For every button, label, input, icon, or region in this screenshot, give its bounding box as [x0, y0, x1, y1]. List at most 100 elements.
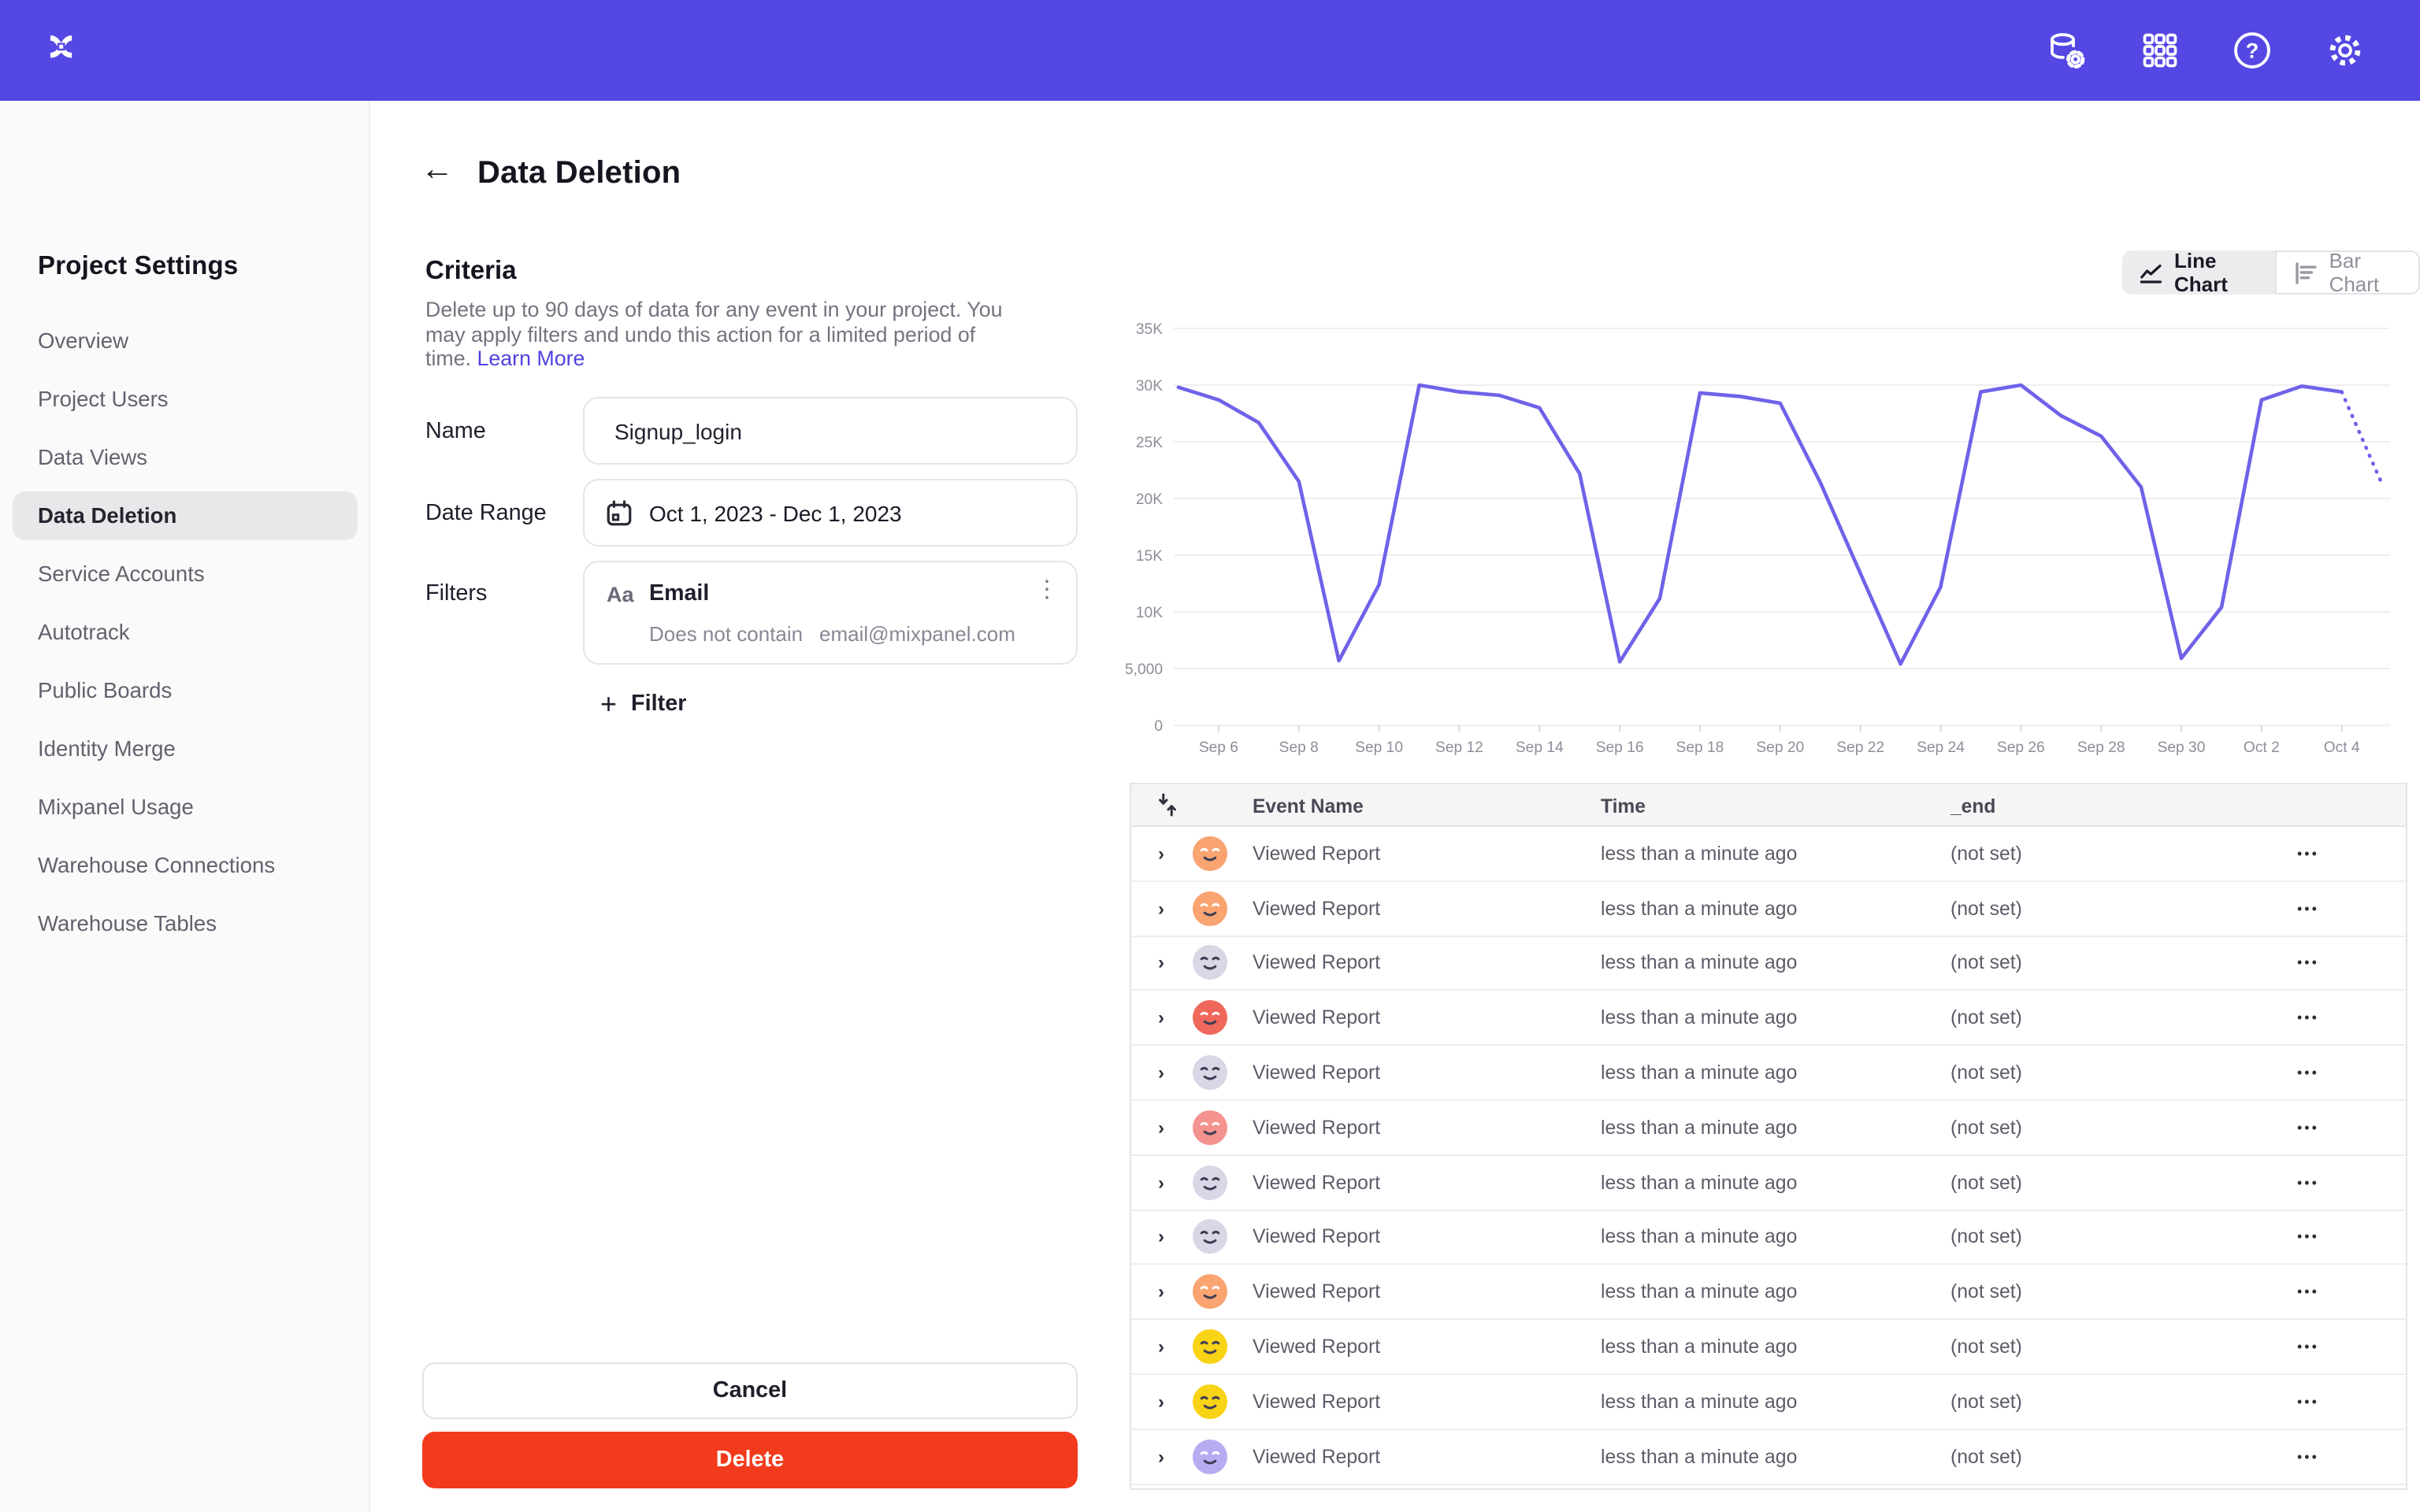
- sidebar-item-warehouse-connections[interactable]: Warehouse Connections: [38, 854, 276, 877]
- row-event-name: Viewed Report: [1253, 1280, 1381, 1303]
- delete-button[interactable]: Delete: [422, 1432, 1078, 1488]
- column-header-end[interactable]: _end: [1950, 795, 1996, 817]
- table-row[interactable]: › Viewed Report less than a minute ago (…: [1131, 1429, 2406, 1485]
- filter-kebab-menu-icon[interactable]: ⋮: [1035, 576, 1059, 603]
- row-expand-chevron-icon[interactable]: ›: [1158, 1062, 1164, 1084]
- back-button[interactable]: ←: [421, 151, 454, 187]
- bar-chart-icon: [2295, 261, 2318, 284]
- sidebar-item-autotrack[interactable]: Autotrack: [38, 621, 130, 644]
- sidebar-item-warehouse-tables[interactable]: Warehouse Tables: [38, 912, 217, 936]
- row-expand-chevron-icon[interactable]: ›: [1158, 951, 1164, 974]
- row-event-name: Viewed Report: [1253, 1116, 1381, 1139]
- row-event-name: Viewed Report: [1253, 1390, 1381, 1413]
- row-menu-icon[interactable]: •••: [2297, 1393, 2319, 1410]
- add-filter-label: Filter: [631, 691, 687, 717]
- criteria-description-text: Delete up to 90 days of data for any eve…: [425, 298, 1003, 371]
- table-row[interactable]: › Viewed Report less than a minute ago (…: [1131, 1374, 2406, 1430]
- table-row[interactable]: › Viewed Report less than a minute ago (…: [1131, 1155, 2406, 1211]
- row-menu-icon[interactable]: •••: [2297, 1284, 2319, 1300]
- date-range-input[interactable]: Oct 1, 2023 - Dec 1, 2023: [583, 479, 1078, 547]
- row-expand-chevron-icon[interactable]: ›: [1158, 1280, 1164, 1303]
- row-time: less than a minute ago: [1601, 1116, 1798, 1139]
- row-menu-icon[interactable]: •••: [2297, 1119, 2319, 1136]
- row-expand-chevron-icon[interactable]: ›: [1158, 1116, 1164, 1139]
- row-expand-chevron-icon[interactable]: ›: [1158, 1006, 1164, 1029]
- events-table-header: Event Name Time _end: [1131, 784, 2406, 827]
- sidebar-item-data-deletion[interactable]: Data Deletion: [13, 491, 358, 540]
- table-row[interactable]: › Viewed Report less than a minute ago (…: [1131, 936, 2406, 991]
- row-event-name: Viewed Report: [1253, 897, 1381, 920]
- criteria-heading: Criteria: [425, 257, 517, 285]
- settings-gear-icon[interactable]: [2324, 29, 2366, 72]
- svg-text:Sep 16: Sep 16: [1596, 739, 1644, 756]
- table-row[interactable]: › Viewed Report less than a minute ago (…: [1131, 1100, 2406, 1156]
- sidebar-item-public-boards[interactable]: Public Boards: [38, 679, 173, 702]
- row-event-name: Viewed Report: [1253, 1006, 1381, 1029]
- criteria-description: Delete up to 90 days of data for any eve…: [425, 298, 1005, 372]
- row-menu-icon[interactable]: •••: [2297, 1339, 2319, 1355]
- sidebar-item-mixpanel-usage[interactable]: Mixpanel Usage: [38, 795, 194, 819]
- add-filter-button[interactable]: + Filter: [600, 690, 686, 718]
- filter-value[interactable]: email@mixpanel.com: [819, 622, 1015, 646]
- learn-more-link[interactable]: Learn More: [477, 346, 585, 371]
- row-expand-chevron-icon[interactable]: ›: [1158, 1171, 1164, 1194]
- avatar: [1193, 891, 1227, 926]
- name-input[interactable]: [583, 397, 1078, 465]
- row-expand-chevron-icon[interactable]: ›: [1158, 1445, 1164, 1468]
- date-range-label: Date Range: [425, 501, 547, 526]
- row-menu-icon[interactable]: •••: [2297, 845, 2319, 862]
- row-expand-chevron-icon[interactable]: ›: [1158, 1390, 1164, 1413]
- data-settings-icon[interactable]: [2045, 29, 2088, 72]
- filter-card[interactable]: Aa Email ⋮ Does not contain email@mixpan…: [583, 561, 1078, 665]
- table-row[interactable]: › Viewed Report less than a minute ago (…: [1131, 1046, 2406, 1101]
- bar-chart-tab[interactable]: Bar Chart: [2275, 249, 2420, 296]
- row-menu-icon[interactable]: •••: [2297, 1065, 2319, 1081]
- sidebar-item-data-views[interactable]: Data Views: [38, 446, 148, 469]
- table-row[interactable]: › Viewed Report less than a minute ago (…: [1131, 1265, 2406, 1321]
- row-expand-chevron-icon[interactable]: ›: [1158, 1225, 1164, 1248]
- mixpanel-logo-icon[interactable]: [46, 33, 82, 68]
- help-icon[interactable]: ?: [2231, 29, 2273, 72]
- table-row[interactable]: › Viewed Report less than a minute ago (…: [1131, 1484, 2406, 1488]
- sidebar-item-project-users[interactable]: Project Users: [38, 387, 169, 411]
- row-end-value: (not set): [1950, 1116, 2022, 1139]
- row-menu-icon[interactable]: •••: [2297, 1448, 2319, 1465]
- apps-grid-icon[interactable]: [2138, 29, 2181, 72]
- row-end-value: (not set): [1950, 1062, 2022, 1084]
- sidebar-item-overview[interactable]: Overview: [38, 329, 128, 353]
- line-chart-tab-label: Line Chart: [2174, 249, 2228, 296]
- row-expand-chevron-icon[interactable]: ›: [1158, 1336, 1164, 1358]
- row-time: less than a minute ago: [1601, 1171, 1798, 1194]
- row-end-value: (not set): [1950, 1280, 2022, 1303]
- row-menu-icon[interactable]: •••: [2297, 1174, 2319, 1191]
- avatar: [1193, 1384, 1227, 1419]
- row-end-value: (not set): [1950, 1445, 2022, 1468]
- top-navigation-bar: ?: [0, 0, 2420, 101]
- avatar: [1193, 1274, 1227, 1310]
- row-menu-icon[interactable]: •••: [2297, 900, 2319, 917]
- svg-text:Sep 6: Sep 6: [1199, 739, 1238, 756]
- table-row[interactable]: › Viewed Report less than a minute ago (…: [1131, 1320, 2406, 1375]
- sidebar-item-service-accounts[interactable]: Service Accounts: [38, 562, 205, 586]
- row-expand-chevron-icon[interactable]: ›: [1158, 897, 1164, 920]
- line-chart-tab[interactable]: Line Chart: [2122, 249, 2276, 296]
- table-row[interactable]: › Viewed Report less than a minute ago (…: [1131, 1210, 2406, 1266]
- svg-text:10K: 10K: [1136, 605, 1163, 621]
- bar-chart-tab-label: Bar Chart: [2329, 249, 2380, 296]
- plus-icon: +: [600, 688, 618, 720]
- svg-text:Oct 4: Oct 4: [2324, 739, 2360, 756]
- column-header-event-name[interactable]: Event Name: [1253, 795, 1364, 817]
- row-menu-icon[interactable]: •••: [2297, 1010, 2319, 1026]
- table-row[interactable]: › Viewed Report less than a minute ago (…: [1131, 991, 2406, 1047]
- row-menu-icon[interactable]: •••: [2297, 1228, 2319, 1245]
- row-time: less than a minute ago: [1601, 1280, 1798, 1303]
- row-menu-icon[interactable]: •••: [2297, 954, 2319, 971]
- row-expand-chevron-icon[interactable]: ›: [1158, 842, 1164, 865]
- column-header-time[interactable]: Time: [1601, 795, 1646, 817]
- sidebar-item-identity-merge[interactable]: Identity Merge: [38, 737, 176, 761]
- filter-operator[interactable]: Does not contain: [649, 622, 804, 646]
- table-row[interactable]: › Viewed Report less than a minute ago (…: [1131, 881, 2406, 937]
- sort-icon[interactable]: [1156, 792, 1178, 817]
- cancel-button[interactable]: Cancel: [422, 1362, 1078, 1419]
- table-row[interactable]: › Viewed Report less than a minute ago (…: [1131, 827, 2406, 882]
